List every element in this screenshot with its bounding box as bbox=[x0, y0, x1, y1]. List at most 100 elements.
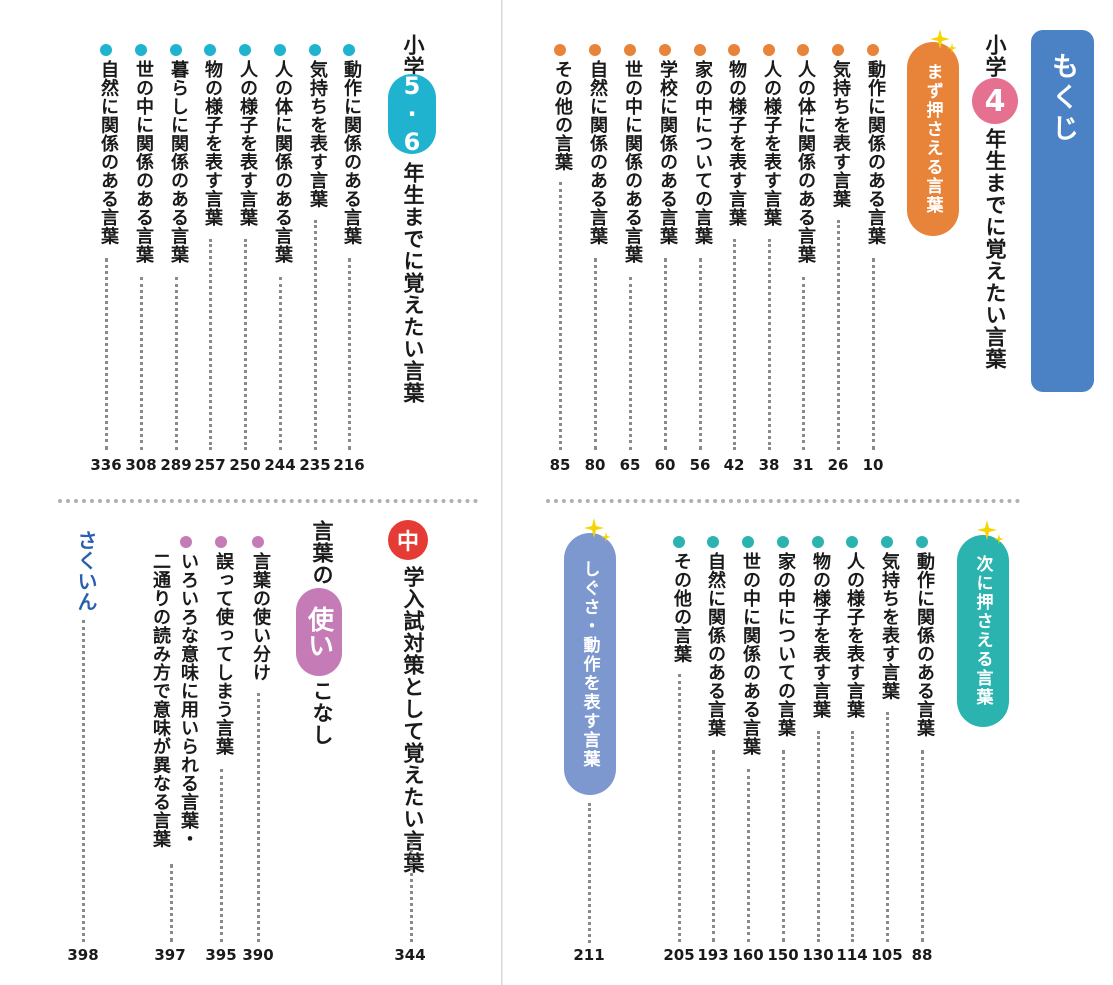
toc-entry[interactable]: 人の体に関係のある言葉 bbox=[795, 60, 816, 264]
leader-dots bbox=[629, 277, 632, 450]
bullet-dot bbox=[673, 536, 685, 548]
page-number: 65 bbox=[619, 456, 641, 474]
bullet-dot bbox=[554, 44, 566, 56]
toc-entry[interactable]: 世の中に関係のある言葉 bbox=[622, 60, 643, 264]
page-number: 289 bbox=[160, 456, 192, 474]
bullet-dot bbox=[867, 44, 879, 56]
toc-entry[interactable]: 人の様子を表す言葉 bbox=[237, 60, 258, 227]
toc-entry[interactable]: 暮らしに関係のある言葉 bbox=[168, 60, 189, 264]
page-number: 88 bbox=[911, 946, 933, 964]
toc-entry[interactable]: 人の体に関係のある言葉 bbox=[272, 60, 293, 264]
bullet-dot bbox=[343, 44, 355, 56]
toc-entry[interactable]: 世の中に関係のある言葉 bbox=[740, 552, 761, 756]
toc-entry[interactable]: 世の中に関係のある言葉 bbox=[133, 60, 154, 264]
section-divider-right bbox=[546, 499, 1020, 503]
bullet-dot bbox=[812, 536, 824, 548]
middle-school-badge-label: 中 bbox=[396, 530, 419, 555]
toc-entry[interactable]: 家の中についての言葉 bbox=[692, 60, 713, 245]
leader-dots bbox=[314, 220, 317, 450]
page-number: 130 bbox=[802, 946, 834, 964]
toc-entry[interactable]: 人の様子を表す言葉 bbox=[761, 60, 782, 227]
usage-heading-prefix: 言葉の bbox=[310, 520, 334, 586]
toc-entry[interactable]: 動作に関係のある言葉 bbox=[914, 552, 935, 737]
leader-dots bbox=[244, 239, 247, 450]
toc-entry[interactable]: 誤って使ってしまう言葉 bbox=[213, 552, 234, 756]
grade4-heading-suffix: 年生までに覚えたい言葉 bbox=[983, 128, 1007, 370]
grade4-badge-number: 4 bbox=[984, 83, 1006, 119]
contents-tab[interactable]: もくじ bbox=[1031, 30, 1094, 392]
toc-entry[interactable]: 言葉の使い分け bbox=[250, 552, 271, 682]
gesture-words-tag[interactable]: しぐさ・動作を表す言葉 bbox=[564, 533, 616, 795]
leader-dots bbox=[140, 277, 143, 450]
toc-entry[interactable]: その他の言葉 bbox=[671, 552, 692, 663]
toc-entry[interactable]: 家の中についての言葉 bbox=[775, 552, 796, 737]
first-priority-tag-label: まず押さえる言葉 bbox=[922, 63, 943, 215]
page-number: 193 bbox=[697, 946, 729, 964]
middle-school-badge: 中 bbox=[388, 520, 428, 560]
toc-entry[interactable]: 動作に関係のある言葉 bbox=[341, 60, 362, 245]
leader-dots bbox=[664, 258, 667, 450]
second-priority-tag-label: 次に押さえる言葉 bbox=[972, 555, 993, 707]
page-number: 26 bbox=[827, 456, 849, 474]
page-number: 395 bbox=[205, 946, 237, 964]
leader-dots bbox=[559, 182, 562, 450]
page-number: 250 bbox=[229, 456, 261, 474]
toc-entry[interactable]: 気持ちを表す言葉 bbox=[830, 60, 851, 208]
page-number: 60 bbox=[654, 456, 676, 474]
toc-entry[interactable]: 気持ちを表す言葉 bbox=[879, 552, 900, 700]
toc-entry[interactable]: 自然に関係のある言葉 bbox=[587, 60, 608, 245]
leader-dots bbox=[594, 258, 597, 450]
bullet-dot bbox=[846, 536, 858, 548]
page-gutter bbox=[501, 0, 503, 985]
toc-entry[interactable]: その他の言葉 bbox=[552, 60, 573, 171]
bullet-dot bbox=[100, 44, 112, 56]
bullet-dot bbox=[252, 536, 264, 548]
sparkle-icon bbox=[977, 520, 1004, 544]
toc-entry[interactable]: 学校に関係のある言葉 bbox=[657, 60, 678, 245]
toc-entry[interactable]: 自然に関係のある言葉 bbox=[705, 552, 726, 737]
page-number: 105 bbox=[871, 946, 903, 964]
bullet-dot bbox=[777, 536, 789, 548]
toc-entry-continued[interactable]: 二通りの読み方で意味が異なる言葉 bbox=[150, 552, 171, 848]
toc-entry[interactable]: 物の様子を表す言葉 bbox=[726, 60, 747, 227]
leader-dots bbox=[872, 258, 875, 450]
bullet-dot bbox=[274, 44, 286, 56]
bullet-dot bbox=[215, 536, 227, 548]
toc-entry[interactable]: 物の様子を表す言葉 bbox=[202, 60, 223, 227]
page-number: 390 bbox=[242, 946, 274, 964]
sparkle-icon bbox=[930, 29, 957, 53]
toc-entry[interactable]: 動作に関係のある言葉 bbox=[865, 60, 886, 245]
page-number: 336 bbox=[90, 456, 122, 474]
leader-dots bbox=[220, 769, 223, 942]
leader-dots bbox=[175, 277, 178, 450]
leader-dots bbox=[802, 277, 805, 450]
leader-dots bbox=[817, 731, 820, 942]
toc-entry[interactable]: 気持ちを表す言葉 bbox=[307, 60, 328, 208]
page-number: 160 bbox=[732, 946, 764, 964]
leader-dots bbox=[209, 239, 212, 450]
page-number: 114 bbox=[836, 946, 868, 964]
page-number: 216 bbox=[333, 456, 365, 474]
leader-dots bbox=[747, 769, 750, 942]
bullet-dot bbox=[797, 44, 809, 56]
grade56-badge: 5·6 bbox=[388, 72, 436, 156]
grade56-heading-prefix: 小学 bbox=[401, 34, 425, 78]
bullet-dot bbox=[204, 44, 216, 56]
toc-entry[interactable]: 自然に関係のある言葉 bbox=[98, 60, 119, 245]
leader-dots bbox=[851, 731, 854, 942]
bullet-dot bbox=[170, 44, 182, 56]
page-number: 85 bbox=[549, 456, 571, 474]
page-number: 150 bbox=[767, 946, 799, 964]
bullet-dot bbox=[659, 44, 671, 56]
toc-entry[interactable]: いろいろな意味に用いられる言葉・ bbox=[178, 552, 199, 848]
usage-heading-suffix: こなし bbox=[310, 680, 334, 746]
leader-dots bbox=[678, 674, 681, 942]
toc-entry[interactable]: 物の様子を表す言葉 bbox=[810, 552, 831, 719]
middle-school-heading[interactable]: 学入試対策として覚えたい言葉 bbox=[401, 566, 425, 874]
leader-dots bbox=[782, 750, 785, 942]
index-link[interactable]: さくいん bbox=[74, 530, 98, 612]
leader-dots bbox=[410, 842, 413, 942]
sparkle-icon bbox=[584, 518, 611, 542]
toc-entry[interactable]: 人の様子を表す言葉 bbox=[844, 552, 865, 719]
bullet-dot bbox=[707, 536, 719, 548]
